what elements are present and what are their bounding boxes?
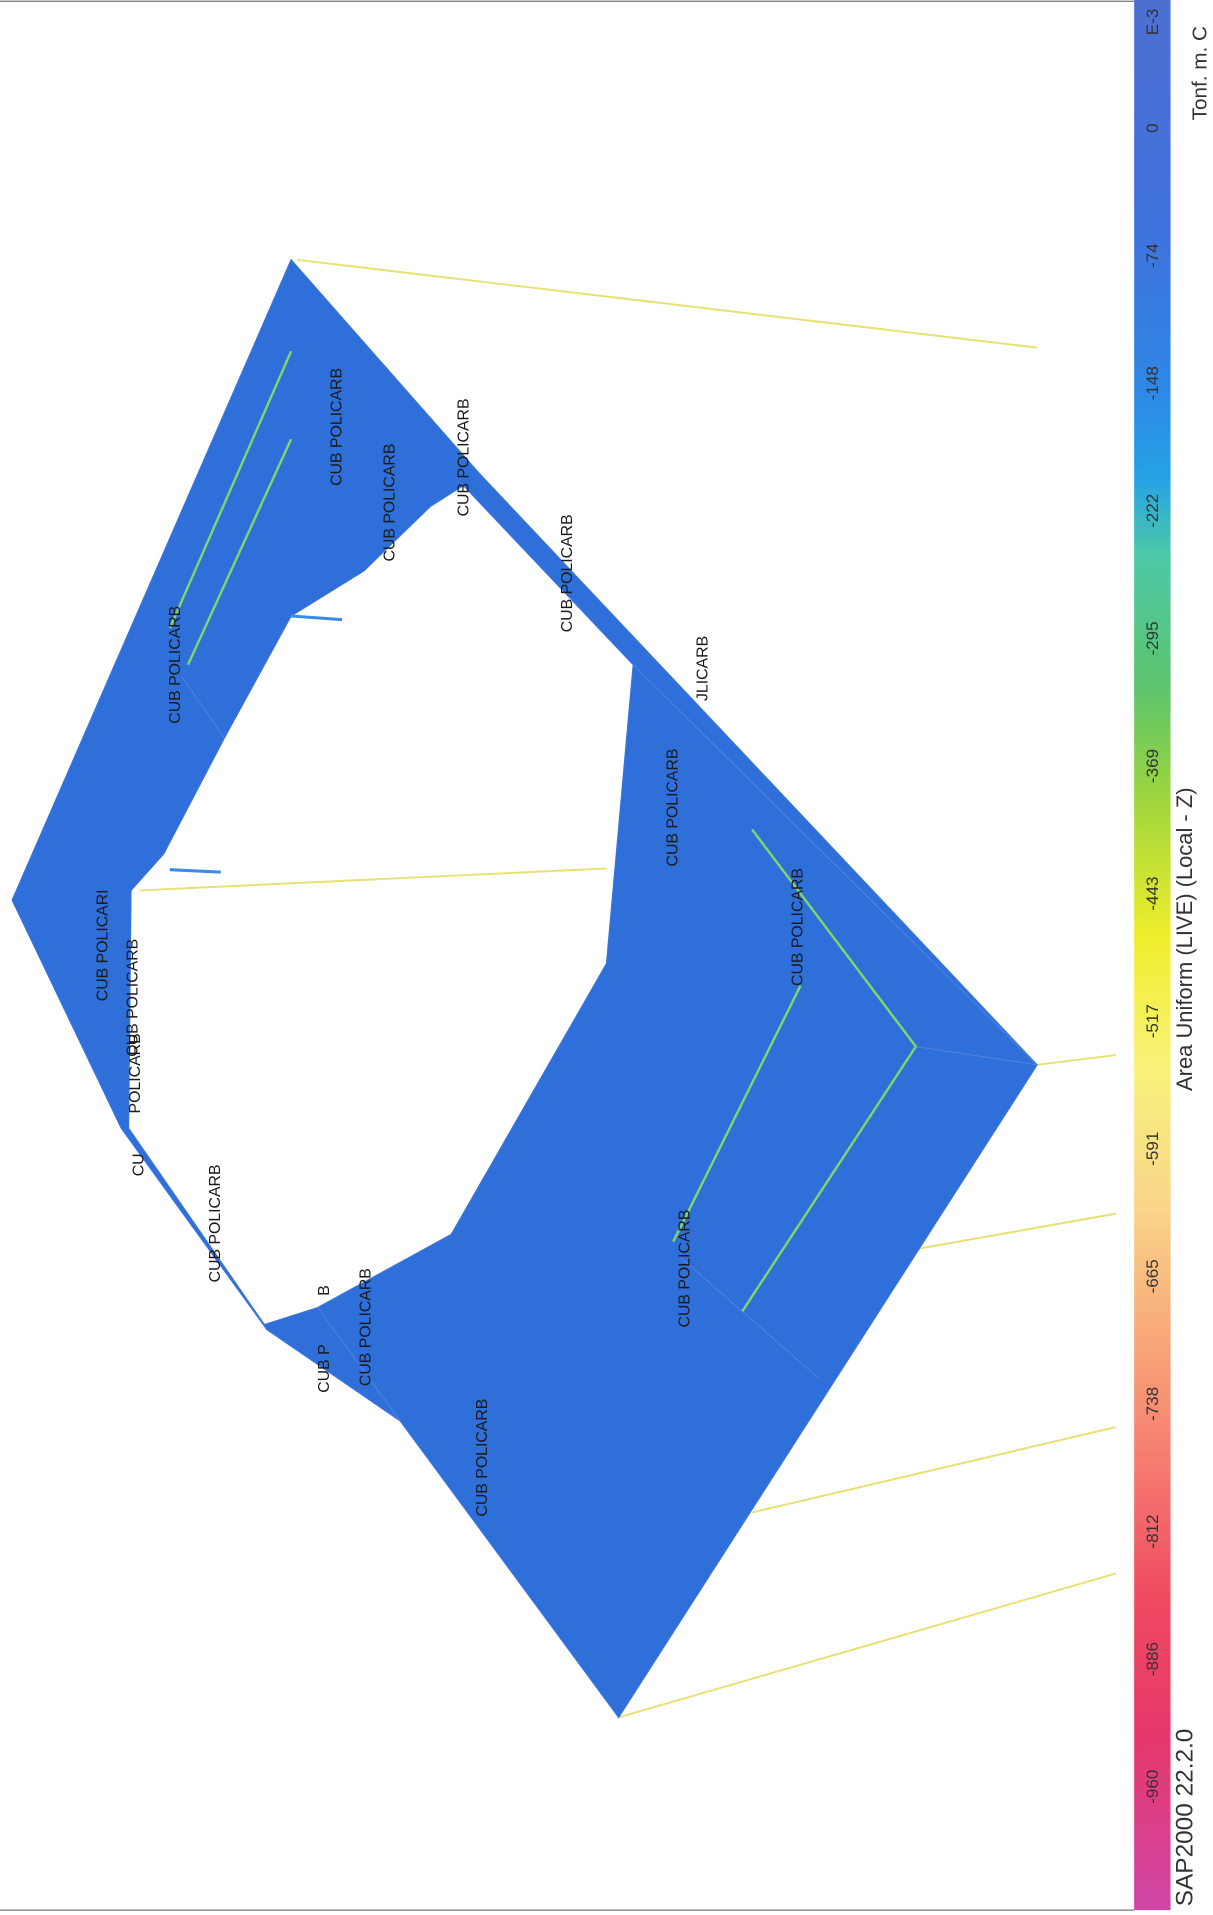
colorbar-label: -369 — [1143, 749, 1162, 783]
area-edge — [915, 1045, 1038, 1066]
frame-line — [297, 258, 1038, 349]
area-label: CUB POLICARI — [94, 889, 111, 1001]
frame-line — [1036, 1054, 1117, 1066]
stub-members — [169, 614, 343, 874]
colorbar-labels: E-3 0 -74 -148 -222 -295 -369 -443 -517 -591 -665 -… — [1143, 9, 1162, 1804]
colorbar-label: -886 — [1143, 1642, 1162, 1676]
area-edge — [678, 1255, 820, 1379]
frame-line — [139, 867, 607, 892]
colorbar-label: -148 — [1143, 366, 1162, 400]
area-label: CUB POLICARB — [456, 398, 473, 516]
area-label: CUB POLICARB — [358, 1268, 375, 1386]
area-edge — [632, 664, 1038, 1066]
beam-line — [672, 985, 802, 1243]
area-label: JLICARB — [695, 636, 712, 701]
area-label: CUB POLICARB — [167, 606, 184, 724]
units-label: Tonf. m. C — [1188, 26, 1211, 120]
area-label: CUB P — [316, 1344, 333, 1392]
beam-line — [186, 438, 293, 666]
frame-members — [139, 258, 1117, 1719]
colorbar-label: -591 — [1143, 1132, 1162, 1166]
area-edge — [317, 1307, 401, 1422]
frame-line — [751, 1426, 1117, 1514]
colorbar-label: E-3 — [1143, 9, 1162, 36]
colorbar-label: -960 — [1143, 1770, 1162, 1804]
area-edge — [181, 676, 225, 739]
program-version: SAP2000 22.2.0 — [1172, 1729, 1199, 1907]
beam-members — [168, 350, 918, 1312]
colorbar-label: -812 — [1143, 1514, 1162, 1548]
colorbar — [1134, 0, 1171, 1911]
legend-title: Area Uniform (LIVE) (Local - Z) — [1172, 787, 1197, 1091]
area-label: CUB POLICARB — [474, 1399, 491, 1517]
frame-line — [618, 1572, 1117, 1719]
frame-line — [909, 1212, 1117, 1252]
colorbar-label: -517 — [1143, 1004, 1162, 1038]
area-label: CUB POLICARB — [207, 1164, 224, 1282]
area-label: CU — [131, 1153, 148, 1176]
area-label: POLICARB — [127, 1033, 144, 1113]
area-label: CUB POLICARB — [382, 444, 399, 562]
area-label: CUB POLICARB — [559, 514, 576, 632]
area-label: CUB POLICARB — [125, 939, 142, 1057]
area-label: CUB POLICARB — [789, 868, 806, 986]
colorbar-label: -665 — [1143, 1259, 1162, 1293]
area-label: CUB POLICARB — [328, 368, 345, 486]
stub-line — [291, 614, 343, 622]
colorbar-label: 0 — [1143, 123, 1162, 132]
stub-line — [169, 868, 221, 874]
colorbar-label: -74 — [1143, 243, 1162, 268]
area-label: CUB POLICARB — [664, 748, 681, 866]
colorbar-label: -443 — [1143, 877, 1162, 911]
area-label: B — [316, 1285, 333, 1296]
area-label: CUB POLICARB — [677, 1210, 694, 1328]
colorbar-label: -295 — [1143, 621, 1162, 655]
beam-line — [168, 350, 293, 629]
colorbar-label: -738 — [1143, 1387, 1162, 1421]
colorbar-label: -222 — [1143, 494, 1162, 528]
beam-line — [741, 828, 918, 1312]
area-edges — [181, 664, 1038, 1422]
